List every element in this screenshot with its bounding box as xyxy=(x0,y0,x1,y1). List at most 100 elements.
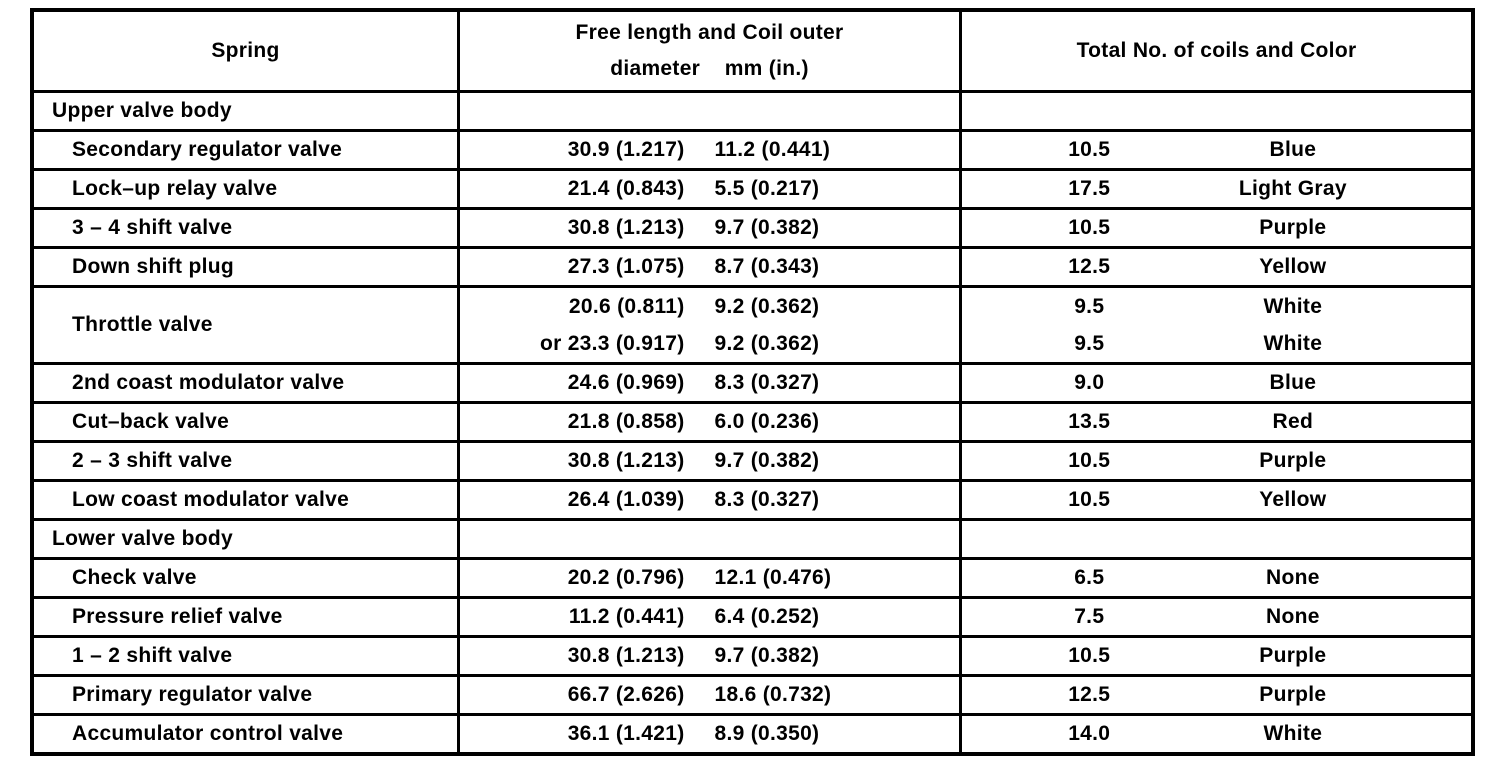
table-row: Check valve 20.2 (0.796) 12.1 (0.476) 6.5 No… xyxy=(34,557,1471,596)
header-free-length-line2: diameter mm (in.) xyxy=(610,57,809,80)
color-value: Light Gray xyxy=(1238,177,1347,200)
measurement-line: 66.7 (2.626) 18.6 (0.732) xyxy=(460,677,959,713)
free-length-value: 21.4 (0.843) xyxy=(567,177,685,200)
free-length-cell: 27.3 (1.075) 8.7 (0.343) xyxy=(460,249,962,285)
measurement-line: 21.8 (0.858) 6.0 (0.236) xyxy=(460,404,959,440)
spring-cell: Upper valve body xyxy=(34,93,460,129)
spring-cell: Pressure relief valve xyxy=(34,599,460,635)
section-row: Upper valve body xyxy=(34,90,1471,129)
color-value: Yellow xyxy=(1259,488,1327,511)
coil-diameter-value: 6.0 (0.236) xyxy=(714,410,820,433)
coil-diameter-value: 8.9 (0.350) xyxy=(714,722,820,745)
color-value: Red xyxy=(1272,410,1314,433)
coil-diameter-value: 9.7 (0.382) xyxy=(714,216,820,239)
spring-cell: Low coast modulator valve xyxy=(34,482,460,518)
section-row: Lower valve body xyxy=(34,518,1471,557)
color-value: Yellow xyxy=(1259,255,1327,278)
coils-color-line: 9.0 Blue xyxy=(962,365,1471,401)
spring-spec-table: Spring Free length and Coil outer diamet… xyxy=(30,8,1475,756)
free-length-value: or 23.3 (0.917) xyxy=(539,331,685,355)
coils-color-line: 12.5 Purple xyxy=(962,677,1471,713)
measurement-line: 30.9 (1.217) 11.2 (0.441) xyxy=(460,132,959,168)
free-length-cell: 30.9 (1.217) 11.2 (0.441) xyxy=(460,132,962,168)
spring-cell: 1 – 2 shift valve xyxy=(34,638,460,674)
spring-cell: Throttle valve xyxy=(34,288,460,362)
measurement-line: 30.8 (1.213) 9.7 (0.382) xyxy=(460,638,959,674)
table-row: Throttle valve 20.6 (0.811) 9.2 (0.362) or … xyxy=(34,285,1471,362)
coil-count-value: 10.5 xyxy=(1068,138,1111,161)
coil-count-value: 10.5 xyxy=(1068,449,1111,472)
free-length-cell: 21.8 (0.858) 6.0 (0.236) xyxy=(460,404,962,440)
table-header-row: Spring Free length and Coil outer diamet… xyxy=(34,12,1471,90)
free-length-value: 26.4 (1.039) xyxy=(567,488,685,511)
coils-color-line: 10.5 Purple xyxy=(962,210,1471,246)
spring-label: 2 – 3 shift valve xyxy=(72,449,233,472)
spring-cell: Primary regulator valve xyxy=(34,677,460,713)
spring-label: Cut–back valve xyxy=(72,410,230,433)
measurement-line: 11.2 (0.441) 6.4 (0.252) xyxy=(460,599,959,635)
measurement-line: 36.1 (1.421) 8.9 (0.350) xyxy=(460,716,959,752)
measurement-line: 24.6 (0.969) 8.3 (0.327) xyxy=(460,365,959,401)
table-row: Down shift plug 27.3 (1.075) 8.7 (0.343) 12… xyxy=(34,246,1471,285)
coil-diameter-value: 12.1 (0.476) xyxy=(714,566,832,589)
coil-diameter-value: 11.2 (0.441) xyxy=(714,138,831,161)
free-length-cell: 30.8 (1.213) 9.7 (0.382) xyxy=(460,638,962,674)
coils-color-cell: 13.5 Red xyxy=(962,404,1471,440)
spring-label: Lock–up relay valve xyxy=(72,177,278,200)
spring-cell: 3 – 4 shift valve xyxy=(34,210,460,246)
free-length-cell: 66.7 (2.626) 18.6 (0.732) xyxy=(460,677,962,713)
coils-color-cell: 10.5 Purple xyxy=(962,210,1471,246)
free-length-value: 11.2 (0.441) xyxy=(568,605,685,628)
header-spring-label: Spring xyxy=(211,39,280,62)
coils-color-cell: 10.5 Yellow xyxy=(962,482,1471,518)
coil-count-value: 12.5 xyxy=(1068,255,1111,278)
coil-diameter-value: 5.5 (0.217) xyxy=(714,177,820,200)
coil-count-value: 12.5 xyxy=(1068,683,1111,706)
free-length-value: 20.6 (0.811) xyxy=(568,294,685,318)
spring-label: Low coast modulator valve xyxy=(72,488,350,511)
free-length-value: 27.3 (1.075) xyxy=(567,255,685,278)
free-length-cell: 20.2 (0.796) 12.1 (0.476) xyxy=(460,560,962,596)
coils-color-line: 13.5 Red xyxy=(962,404,1471,440)
measurement-line: 20.2 (0.796) 12.1 (0.476) xyxy=(460,560,959,596)
free-length-cell: 20.6 (0.811) 9.2 (0.362) or 23.3 (0.917) 9.… xyxy=(460,288,962,362)
coil-count-value: 10.5 xyxy=(1068,644,1111,667)
free-length-value: 66.7 (2.626) xyxy=(567,683,685,706)
measurement-line: 30.8 (1.213) 9.7 (0.382) xyxy=(460,210,959,246)
free-length-cell xyxy=(460,521,962,557)
coil-count-value: 7.5 xyxy=(1074,605,1105,628)
table-row: 2 – 3 shift valve 30.8 (1.213) 9.7 (0.382)… xyxy=(34,440,1471,479)
free-length-value: 30.8 (1.213) xyxy=(567,216,685,239)
measurement-line: 30.8 (1.213) 9.7 (0.382) xyxy=(460,443,959,479)
spring-cell: Lock–up relay valve xyxy=(34,171,460,207)
coils-color-cell: 10.5 Purple xyxy=(962,638,1471,674)
spring-cell: 2 – 3 shift valve xyxy=(34,443,460,479)
coils-color-line: 14.0 White xyxy=(962,716,1471,752)
coils-color-line: 10.5 Purple xyxy=(962,638,1471,674)
coil-count-value: 13.5 xyxy=(1068,410,1111,433)
free-length-cell: 26.4 (1.039) 8.3 (0.327) xyxy=(460,482,962,518)
coils-color-cell xyxy=(962,521,1471,557)
measurement-line: 27.3 (1.075) 8.7 (0.343) xyxy=(460,249,959,285)
color-value: Purple xyxy=(1259,683,1327,706)
coil-count-value: 17.5 xyxy=(1068,177,1111,200)
table-row: 1 – 2 shift valve 30.8 (1.213) 9.7 (0.382)… xyxy=(34,635,1471,674)
free-length-cell: 11.2 (0.441) 6.4 (0.252) xyxy=(460,599,962,635)
table-body: Upper valve body Secondary regulator valv… xyxy=(34,90,1471,752)
free-length-value: 21.8 (0.858) xyxy=(567,410,685,433)
coils-color-line: 9.5 White xyxy=(962,325,1471,362)
header-free-length-cell: Free length and Coil outer diameter mm (… xyxy=(460,12,962,90)
free-length-value: 24.6 (0.969) xyxy=(567,371,685,394)
coils-color-cell: 9.5 White 9.5 White xyxy=(962,288,1471,362)
color-value: None xyxy=(1265,605,1320,628)
coils-color-cell: 17.5 Light Gray xyxy=(962,171,1471,207)
spring-label: Primary regulator valve xyxy=(72,683,313,706)
table-row: Low coast modulator valve 26.4 (1.039) 8.3… xyxy=(34,479,1471,518)
spring-label: Throttle valve xyxy=(72,313,213,336)
coils-color-cell: 12.5 Yellow xyxy=(962,249,1471,285)
free-length-cell: 21.4 (0.843) 5.5 (0.217) xyxy=(460,171,962,207)
table-row: 2nd coast modulator valve 24.6 (0.969) 8.3… xyxy=(34,362,1471,401)
free-length-cell: 30.8 (1.213) 9.7 (0.382) xyxy=(460,210,962,246)
coils-color-line: 10.5 Yellow xyxy=(962,482,1471,518)
color-value: None xyxy=(1265,566,1320,589)
